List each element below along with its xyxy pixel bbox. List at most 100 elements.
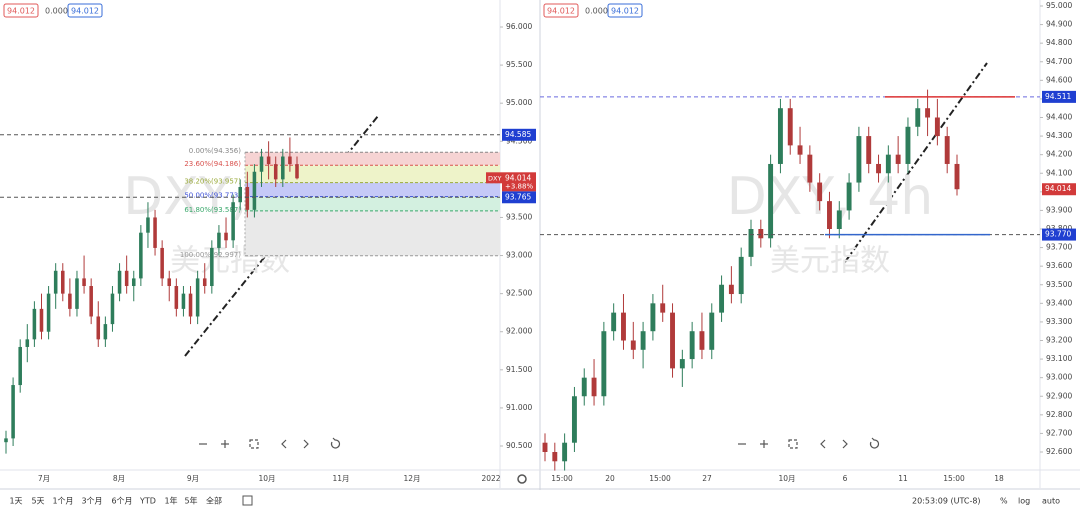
candle-body [954,163,960,190]
y-tick-label: 96.000 [506,22,532,31]
range-button[interactable]: 1天 [9,497,22,506]
candle-body [295,164,299,179]
x-tick-label: 10月 [778,474,795,483]
y-tick-label: 95.000 [1046,1,1072,10]
range-button[interactable]: 1个月 [52,497,73,506]
candle-body [827,201,832,229]
nav-button[interactable] [760,440,768,448]
x-tick-label: 15:00 [551,474,573,483]
candle-body [944,136,950,164]
nav-button[interactable] [281,439,287,449]
legend-box [543,3,579,18]
range-button[interactable]: YTD [139,497,156,506]
fib-band [245,196,500,211]
candle-body [660,303,666,313]
legend-box [67,3,103,18]
scale-button[interactable]: auto [1042,497,1060,506]
icon [281,439,287,449]
price-tag-label: 94.511 [1045,92,1071,101]
nav-button[interactable] [788,439,798,449]
candle-body [905,126,911,164]
nav-button[interactable] [303,439,309,449]
price-tag-label: 94.585 [505,130,531,139]
x-tick-label: 11月 [332,474,349,483]
candle-body [679,359,685,369]
nav-buttons [199,437,880,449]
y-tick-label: 93.000 [506,251,532,260]
legend-value: 0.000 [585,7,608,16]
candle-body [53,270,58,294]
range-button[interactable]: 6个月 [111,497,132,506]
legend-value: 0.000 [45,7,68,16]
x-tick-label: 6 [843,474,848,483]
candle-body [202,278,207,287]
candle-body [32,308,37,340]
price-tag [502,191,536,204]
y-tick-label: 93.300 [1046,317,1072,326]
y-tick-label: 92.600 [1046,447,1072,456]
candle-body [689,331,695,360]
x-tick-label: 2022 [481,474,500,483]
y-tick-label: 93.100 [1046,354,1072,363]
candle-body [650,303,656,332]
nav-button[interactable] [842,439,848,449]
candle-body [188,293,193,317]
y-tick-label: 93.800 [1046,224,1072,233]
candle-body [46,293,51,332]
candle-body [571,396,577,443]
nav-button[interactable] [330,437,341,449]
fib-label: 50.00%(93.773) [184,192,241,200]
legend-box [3,3,39,18]
x-tick-label: 9月 [187,474,199,483]
fib-label: 23.60%(94.186) [184,160,241,168]
scale-button[interactable]: % [1000,497,1008,506]
y-tick-label: 94.100 [1046,168,1072,177]
nav-button[interactable] [820,439,826,449]
last-price-tag [502,172,536,192]
candle-body [131,278,136,287]
candle-body [224,232,228,241]
range-button[interactable]: 1年 [164,496,177,506]
y-tick-label: 93.000 [1046,373,1072,382]
y-tick-label: 93.900 [1046,205,1072,214]
y-tick-label: 92.900 [1046,391,1072,400]
candle-body [807,154,813,183]
y-tick-label: 93.200 [1046,336,1072,345]
candle-body [146,217,150,233]
y-tick-label: 92.800 [1046,410,1072,419]
nav-button[interactable] [221,440,229,448]
clock: 20:53:09 (UTC-8) [912,497,981,506]
y-tick-label: 93.500 [1046,280,1072,289]
candle-body [856,136,862,183]
candle-body [124,270,129,287]
candle-body [89,286,93,317]
scale-button[interactable]: log [1018,497,1030,506]
range-button[interactable]: 5天 [31,497,44,506]
candle-body [231,202,235,241]
candle-body [160,247,164,279]
candle-body [195,278,200,317]
price-tag-label: 93.770 [1045,230,1071,239]
x-tick-label: 8月 [113,474,125,483]
range-button[interactable]: 全部 [206,496,222,506]
y-tick-label: 95.500 [506,60,532,69]
price-tag [1042,228,1076,241]
x-tick-label: 12月 [403,474,420,483]
settings-icon[interactable] [517,474,527,484]
icon [249,439,259,449]
candle-body [139,232,143,279]
compare-icon[interactable] [242,495,253,506]
last-price-tag [1042,183,1076,196]
candle-body [699,331,705,350]
y-tick-label: 95.000 [506,98,532,107]
candle-body [777,108,783,164]
fib-band [245,165,500,183]
range-button[interactable]: 5年 [184,496,197,506]
nav-button[interactable] [249,439,259,449]
nav-button[interactable] [869,437,880,449]
range-button[interactable]: 3个月 [81,497,102,506]
price-tag [1042,90,1076,103]
fib-band [245,152,500,166]
x-tick-label: 20 [605,474,615,483]
x-tick-label: 27 [702,474,712,483]
